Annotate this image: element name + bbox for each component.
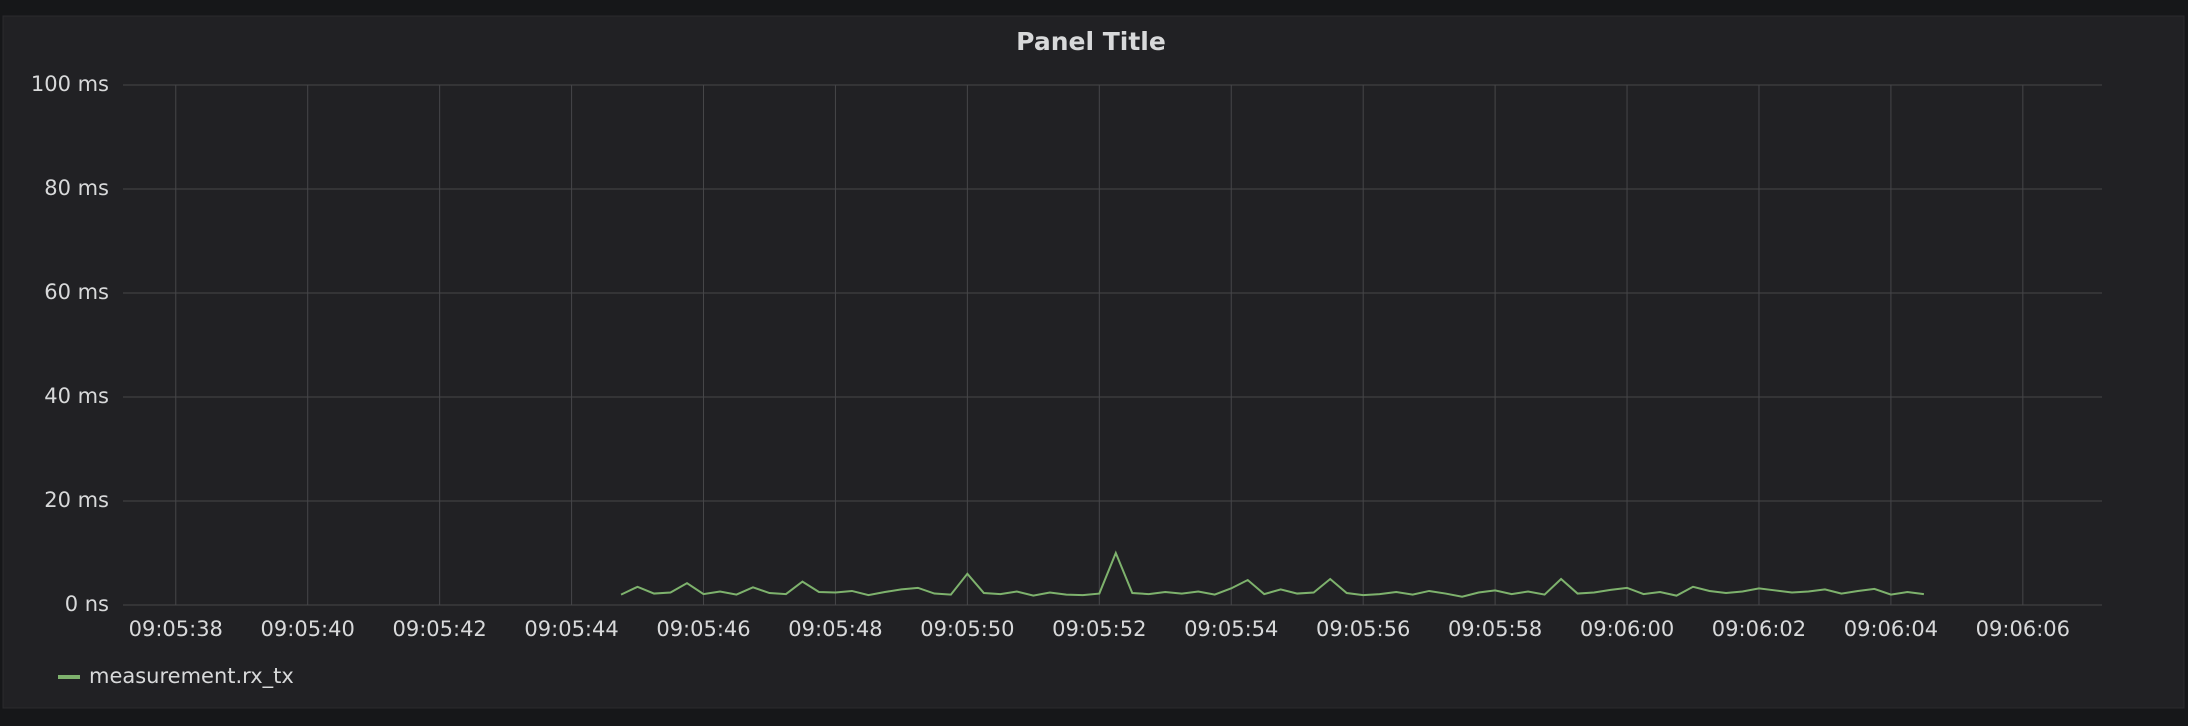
x-tick-label: 09:05:48 xyxy=(788,617,882,641)
y-tick-label: 20 ms xyxy=(44,488,109,512)
x-tick-label: 09:05:56 xyxy=(1316,617,1410,641)
y-tick-label: 60 ms xyxy=(44,280,109,304)
x-tick-label: 09:05:40 xyxy=(261,617,355,641)
legend-label[interactable]: measurement.rx_tx xyxy=(89,664,294,689)
legend-swatch xyxy=(58,675,80,679)
series-line xyxy=(620,550,1925,598)
x-tick-label: 09:05:54 xyxy=(1184,617,1278,641)
x-tick-label: 09:05:46 xyxy=(656,617,750,641)
x-tick-label: 09:05:42 xyxy=(392,617,486,641)
x-tick-label: 09:05:58 xyxy=(1448,617,1542,641)
x-tick-label: 09:06:00 xyxy=(1580,617,1674,641)
x-tick-label: 09:06:06 xyxy=(1976,617,2070,641)
x-tick-label: 09:05:38 xyxy=(129,617,223,641)
y-tick-label: 40 ms xyxy=(44,384,109,408)
y-tick-label: 100 ms xyxy=(31,72,109,96)
x-tick-label: 09:06:02 xyxy=(1712,617,1806,641)
x-tick-label: 09:05:52 xyxy=(1052,617,1146,641)
x-tick-label: 09:05:44 xyxy=(524,617,618,641)
panel xyxy=(2,15,2185,709)
y-tick-label: 0 ns xyxy=(65,592,109,616)
chart-title: Panel Title xyxy=(1016,27,1166,56)
x-tick-label: 09:05:50 xyxy=(920,617,1014,641)
y-tick-label: 80 ms xyxy=(44,176,109,200)
x-tick-label: 09:06:04 xyxy=(1844,617,1938,641)
